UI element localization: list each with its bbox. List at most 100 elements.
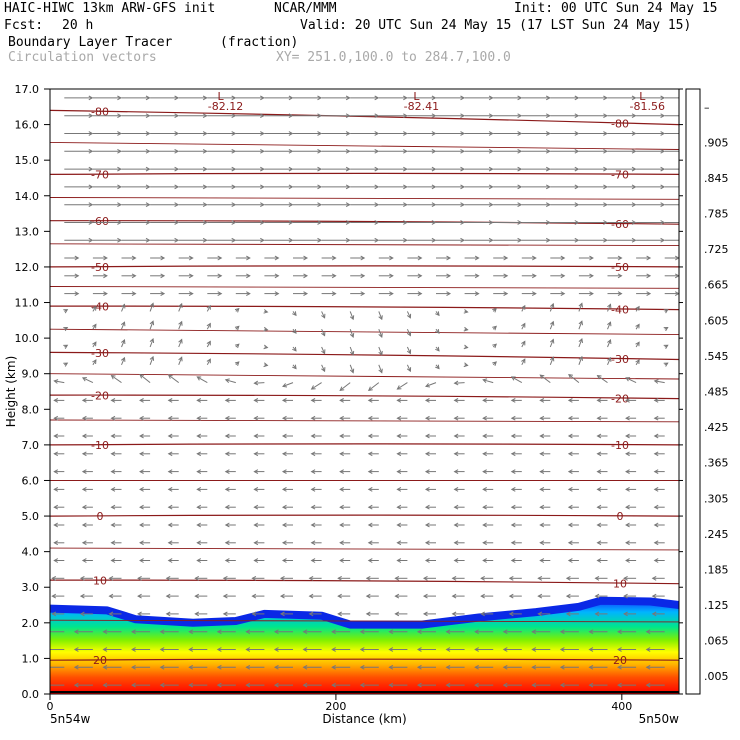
vector-arrowhead <box>531 647 537 652</box>
colorbar-label: – <box>704 101 710 114</box>
vector-arrowhead <box>594 611 600 617</box>
contour-minor-line <box>50 547 679 551</box>
colorbar-label: .485 <box>704 386 729 399</box>
vector-arrowhead <box>88 95 94 101</box>
vector-arrowhead <box>188 291 194 297</box>
vector-arrowhead <box>653 504 659 510</box>
vector-arrowhead <box>623 593 628 599</box>
circulation-vector <box>111 375 122 384</box>
vector-arrowhead <box>625 377 631 382</box>
vector-arrowhead <box>92 341 97 347</box>
vector-arrowhead <box>202 113 208 119</box>
vector-arrowhead <box>689 185 693 189</box>
vector-arrowhead <box>431 166 437 172</box>
vector-arrowhead <box>273 664 279 670</box>
vector-arrowhead <box>174 220 180 225</box>
contour-0-label-0: 0 <box>97 510 104 523</box>
vector-arrowhead <box>231 184 237 190</box>
vector-arrowhead <box>503 273 509 279</box>
circulation-vector <box>178 303 183 312</box>
circulation-vector <box>225 379 236 384</box>
vector-arrowhead <box>74 291 80 297</box>
vector-arrowhead <box>317 148 323 154</box>
vector-arrowhead <box>596 375 602 380</box>
vector-arrowhead <box>508 611 514 617</box>
vector-arrowhead <box>281 486 287 492</box>
circulation-vector <box>168 374 179 384</box>
y-tick-label: 16.0 <box>15 119 40 132</box>
colorbar-label: .305 <box>704 492 729 505</box>
vector-arrowhead <box>689 114 693 118</box>
vector-arrowhead <box>110 398 116 403</box>
vector-arrowhead <box>545 166 551 172</box>
circulation-vector <box>654 380 665 384</box>
vector-arrowhead <box>663 362 669 367</box>
vector-arrowhead <box>174 113 180 119</box>
vector-arrowhead <box>607 356 612 362</box>
vector-arrowhead <box>460 113 466 119</box>
vector-arrowhead <box>331 664 336 670</box>
contour--50-line <box>50 265 679 268</box>
vector-arrowhead <box>396 558 402 563</box>
vector-arrowhead <box>79 611 85 617</box>
vector-arrowhead <box>374 202 380 208</box>
vector-arrowhead <box>178 356 183 362</box>
vector-arrowhead <box>645 647 651 652</box>
vector-arrowhead <box>110 451 116 457</box>
vector-arrowhead <box>474 273 480 279</box>
vector-arrowhead <box>537 593 543 599</box>
vector-arrowhead <box>463 326 469 332</box>
vector-arrowhead <box>279 611 285 617</box>
circulation-vector <box>378 364 383 373</box>
vector-arrowhead <box>559 682 565 688</box>
vector-arrowhead <box>431 237 437 243</box>
vector-arrowhead <box>453 469 459 474</box>
vector-arrowhead <box>646 255 652 261</box>
vector-arrowhead <box>263 362 269 368</box>
vector-arrowhead <box>53 469 59 474</box>
vector-arrowhead <box>482 486 487 492</box>
vector-arrowhead <box>446 273 452 279</box>
vector-arrowhead <box>594 593 600 599</box>
circulation-vector <box>607 339 611 348</box>
vector-arrowhead <box>394 575 400 581</box>
circulation-vector <box>178 339 183 348</box>
vector-arrowhead <box>574 148 580 154</box>
vector-arrowhead <box>537 611 543 617</box>
vector-arrowhead <box>288 237 294 243</box>
vector-arrowhead <box>202 220 208 225</box>
vector-arrowhead <box>217 273 223 279</box>
vector-arrowhead <box>317 95 323 101</box>
vector-arrowhead <box>217 255 223 261</box>
vector-arrowhead <box>174 95 180 101</box>
vector-arrowhead <box>545 95 551 101</box>
vector-arrowhead <box>451 593 457 599</box>
vector-arrowhead <box>349 333 355 338</box>
vector-arrowhead <box>625 558 630 563</box>
vector-arrowhead <box>431 148 437 154</box>
vector-arrowhead <box>374 166 380 172</box>
vector-arrowhead <box>110 415 116 421</box>
vector-arrowhead <box>145 237 151 243</box>
vector-arrowhead <box>167 504 173 510</box>
vector-arrowhead <box>365 575 371 581</box>
vector-arrowhead <box>603 148 608 154</box>
vector-arrowhead <box>446 291 452 297</box>
vector-arrowhead <box>617 682 622 688</box>
vector-arrowhead <box>108 611 114 617</box>
contour--80-label-0: -80 <box>91 106 109 119</box>
circulation-vector <box>578 338 583 348</box>
vector-arrowhead <box>635 359 640 365</box>
vector-arrowhead <box>117 95 122 101</box>
vector-arrowhead <box>88 113 94 119</box>
vector-arrowhead <box>345 220 351 225</box>
vector-arrowhead <box>488 148 494 154</box>
vector-arrowhead <box>110 469 116 474</box>
y-tick-label: 10.0 <box>15 332 40 345</box>
vector-arrowhead <box>596 398 602 403</box>
vector-arrowhead <box>406 367 412 373</box>
vector-arrowhead <box>574 237 580 243</box>
vector-arrowhead <box>474 255 480 261</box>
vector-arrowhead <box>574 220 580 225</box>
vector-arrowhead <box>139 415 144 421</box>
